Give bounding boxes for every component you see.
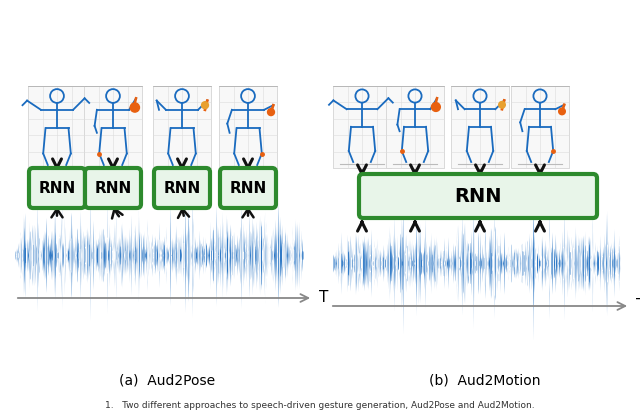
Circle shape — [559, 108, 565, 115]
FancyBboxPatch shape — [386, 86, 444, 168]
Text: T: T — [319, 290, 328, 306]
FancyBboxPatch shape — [451, 86, 509, 168]
FancyBboxPatch shape — [28, 86, 86, 168]
FancyBboxPatch shape — [511, 86, 569, 168]
Text: RNN: RNN — [38, 180, 76, 196]
FancyBboxPatch shape — [85, 168, 141, 208]
Text: RNN: RNN — [454, 187, 502, 206]
Text: RNN: RNN — [229, 180, 267, 196]
Text: (a)  Aud2Pose: (a) Aud2Pose — [119, 373, 215, 387]
Circle shape — [202, 102, 209, 109]
FancyBboxPatch shape — [333, 86, 391, 168]
Circle shape — [268, 109, 275, 115]
FancyArrowPatch shape — [178, 209, 189, 218]
Text: 1.   Two different approaches to speech-driven gesture generation, Aud2Pose and : 1. Two different approaches to speech-dr… — [105, 400, 535, 410]
Text: (b)  Aud2Motion: (b) Aud2Motion — [429, 373, 540, 387]
Text: RNN: RNN — [163, 180, 200, 196]
FancyArrowPatch shape — [243, 209, 253, 218]
FancyBboxPatch shape — [154, 168, 210, 208]
FancyBboxPatch shape — [359, 174, 597, 218]
Circle shape — [431, 103, 440, 111]
FancyArrowPatch shape — [51, 209, 63, 218]
Circle shape — [499, 101, 506, 108]
FancyArrowPatch shape — [112, 209, 122, 218]
FancyBboxPatch shape — [29, 168, 85, 208]
Text: RNN: RNN — [94, 180, 132, 196]
Circle shape — [131, 103, 140, 112]
FancyBboxPatch shape — [84, 86, 142, 168]
Text: T: T — [636, 299, 640, 314]
FancyBboxPatch shape — [220, 168, 276, 208]
FancyBboxPatch shape — [153, 86, 211, 168]
FancyBboxPatch shape — [219, 86, 277, 168]
